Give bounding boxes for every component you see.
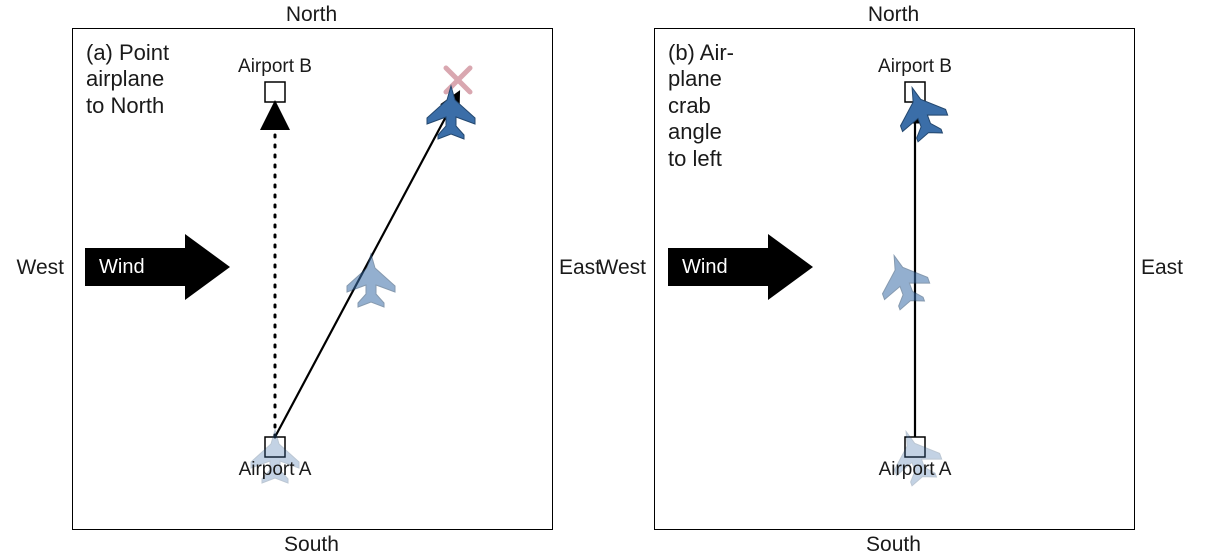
airport-a-label-panel-a: Airport A: [75, 459, 475, 482]
compass-west-b: West: [599, 255, 646, 280]
compass-north-b: North: [694, 2, 1094, 27]
wind-label-a: Wind: [99, 255, 145, 279]
compass-east-a: East: [559, 255, 601, 280]
wind-label-b: Wind: [682, 255, 728, 279]
airport-b-label-panel-b: Airport B: [715, 56, 1115, 79]
compass-south-b: South: [694, 532, 1094, 557]
compass-south-a: South: [112, 532, 512, 557]
compass-east-b: East: [1141, 255, 1183, 280]
airport-a-label-panel-b: Airport A: [715, 459, 1115, 482]
diagram-canvas: North South West East North South West E…: [0, 0, 1212, 559]
compass-west-a: West: [17, 255, 64, 280]
airport-b-label-panel-a: Airport B: [75, 56, 475, 79]
panel-a-caption: (a) Point airplane to North: [86, 40, 169, 119]
compass-north-a: North: [112, 2, 512, 27]
